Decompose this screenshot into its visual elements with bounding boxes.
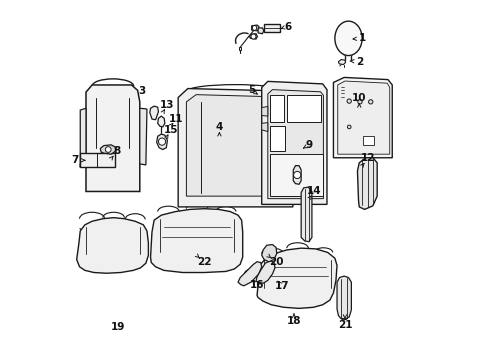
Polygon shape (264, 24, 280, 32)
Polygon shape (158, 116, 164, 127)
Text: 18: 18 (286, 316, 301, 325)
Polygon shape (186, 95, 284, 196)
Polygon shape (156, 134, 167, 149)
Polygon shape (267, 90, 323, 199)
Text: 7: 7 (71, 155, 79, 165)
Circle shape (293, 171, 300, 179)
Polygon shape (338, 59, 345, 64)
Polygon shape (249, 34, 257, 39)
Polygon shape (257, 248, 336, 309)
Text: 22: 22 (197, 257, 211, 267)
Polygon shape (270, 154, 323, 196)
Polygon shape (149, 106, 158, 120)
Polygon shape (261, 244, 276, 262)
Circle shape (346, 99, 351, 103)
Polygon shape (150, 209, 242, 273)
Polygon shape (86, 85, 140, 192)
Polygon shape (80, 153, 115, 167)
Text: 21: 21 (337, 320, 351, 330)
Text: 11: 11 (169, 114, 183, 124)
Text: 8: 8 (113, 146, 121, 156)
Ellipse shape (250, 34, 255, 39)
Polygon shape (100, 145, 115, 154)
Polygon shape (357, 158, 376, 210)
Text: 3: 3 (139, 86, 145, 96)
Circle shape (105, 147, 111, 152)
Ellipse shape (252, 26, 256, 31)
Polygon shape (336, 276, 351, 319)
Text: 4: 4 (215, 122, 223, 132)
Text: 16: 16 (249, 280, 264, 290)
Text: 15: 15 (163, 125, 178, 135)
Polygon shape (261, 81, 326, 204)
Text: 2: 2 (355, 57, 362, 67)
Text: 19: 19 (111, 322, 125, 332)
Circle shape (357, 100, 362, 104)
Polygon shape (258, 28, 264, 34)
Circle shape (346, 125, 350, 129)
Text: 17: 17 (274, 281, 289, 291)
Circle shape (158, 138, 165, 145)
Circle shape (368, 100, 372, 104)
Text: 12: 12 (360, 153, 375, 163)
Polygon shape (238, 47, 241, 50)
Polygon shape (261, 123, 267, 132)
Polygon shape (337, 81, 389, 154)
Polygon shape (301, 187, 311, 242)
Polygon shape (80, 108, 86, 166)
Text: 13: 13 (160, 100, 174, 110)
Polygon shape (362, 136, 373, 145)
Text: 5: 5 (247, 85, 255, 95)
Polygon shape (270, 126, 284, 151)
Polygon shape (140, 108, 147, 165)
Polygon shape (293, 166, 301, 184)
Text: 1: 1 (359, 33, 366, 43)
Text: 10: 10 (351, 93, 366, 103)
Polygon shape (178, 89, 292, 207)
Polygon shape (286, 95, 320, 122)
Polygon shape (333, 77, 391, 158)
Polygon shape (77, 218, 148, 273)
Polygon shape (261, 107, 267, 116)
Text: 20: 20 (268, 257, 283, 267)
Polygon shape (238, 262, 261, 286)
Text: 9: 9 (305, 140, 312, 150)
Text: 6: 6 (284, 22, 290, 32)
Polygon shape (255, 261, 274, 283)
Ellipse shape (334, 21, 362, 55)
Polygon shape (270, 95, 284, 122)
Polygon shape (251, 25, 258, 31)
Text: 14: 14 (306, 186, 321, 197)
